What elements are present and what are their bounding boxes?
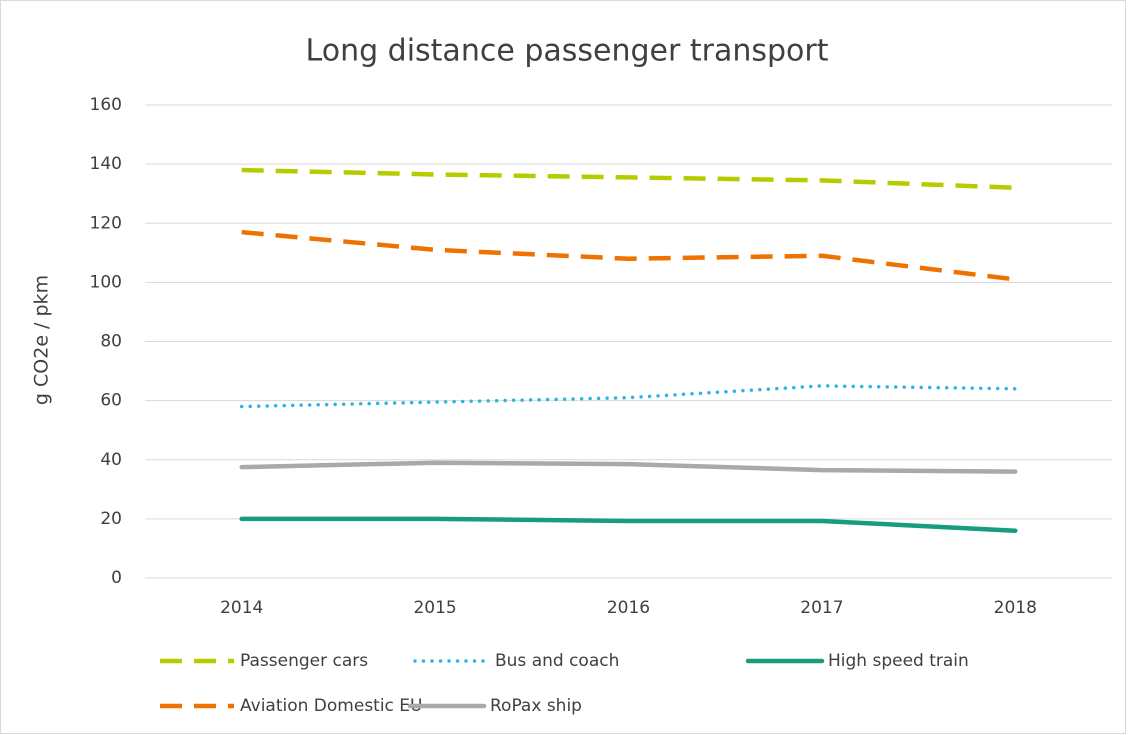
legend-label: RoPax ship <box>490 696 582 716</box>
y-tick-label: 100 <box>90 272 122 292</box>
y-tick-label: 60 <box>100 391 122 411</box>
x-tick-label: 2015 <box>413 598 456 618</box>
legend-label: Bus and coach <box>495 651 619 671</box>
y-axis-label: g CO2e / pkm <box>31 275 53 405</box>
y-tick-label: 80 <box>100 332 122 352</box>
series-line <box>239 460 1018 474</box>
x-tick-label: 2017 <box>800 598 843 618</box>
x-tick-label: 2016 <box>607 598 650 618</box>
legend-label: Aviation Domestic EU <box>240 696 423 716</box>
series-line <box>239 516 1018 533</box>
y-tick-label: 20 <box>100 509 122 529</box>
series-line <box>239 384 1018 409</box>
x-tick-label: 2018 <box>994 598 1037 618</box>
y-tick-label: 140 <box>90 154 122 174</box>
x-tick-label: 2014 <box>220 598 263 618</box>
y-tick-label: 40 <box>100 450 122 470</box>
y-tick-label: 120 <box>90 213 122 233</box>
y-tick-label: 0 <box>111 568 122 588</box>
legend-label: High speed train <box>828 651 969 671</box>
series-line <box>241 167 1016 191</box>
chart-title: Long distance passenger transport <box>306 34 829 69</box>
legend-label: Passenger cars <box>240 651 368 671</box>
series-line <box>241 229 1016 282</box>
y-tick-label: 160 <box>90 95 122 115</box>
